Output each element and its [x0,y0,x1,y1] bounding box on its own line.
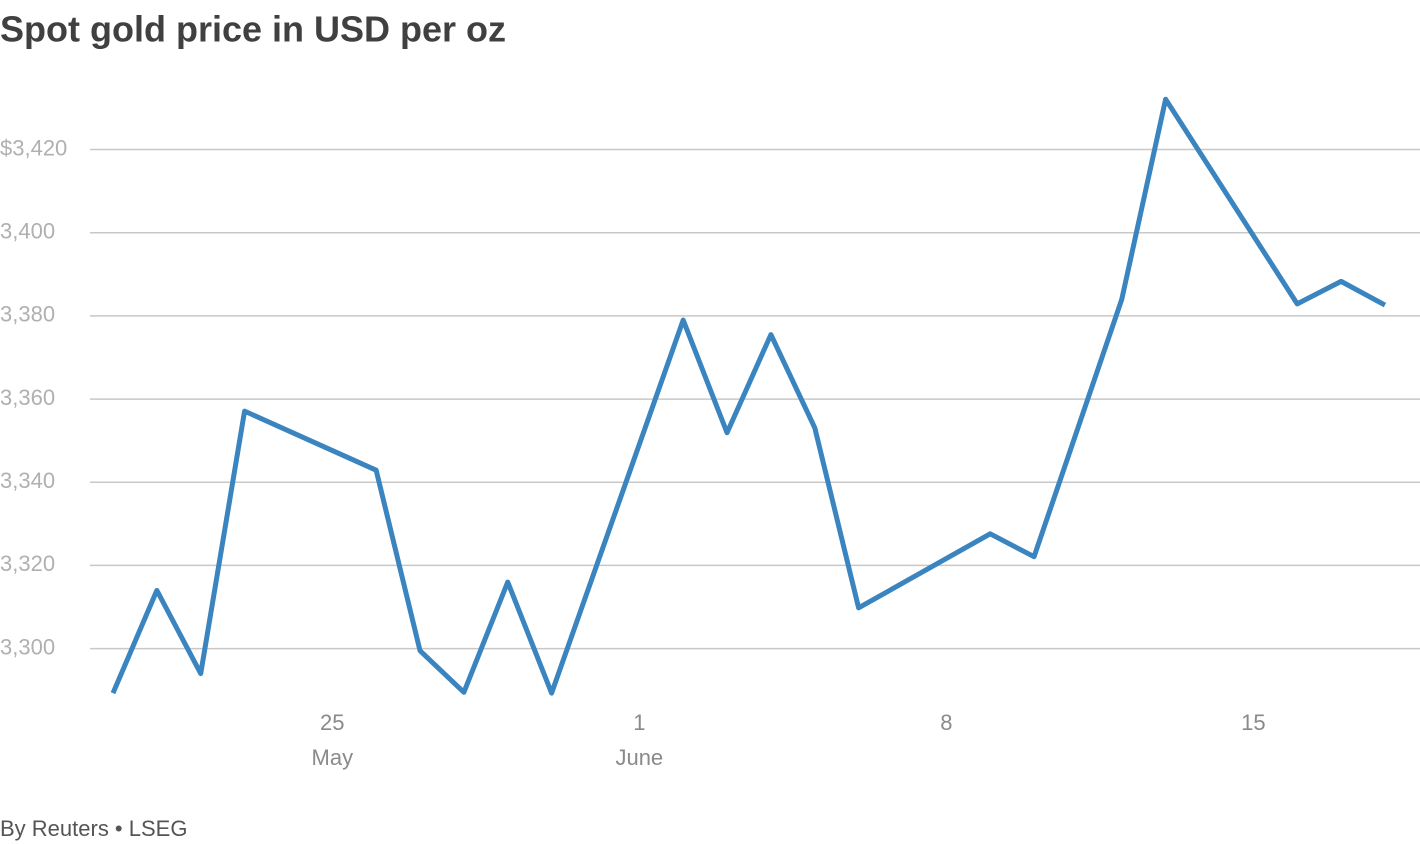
y-tick-label: 3,400 [0,219,55,244]
chart-title: Spot gold price in USD per oz [0,9,506,50]
x-tick-label: 15 [1241,710,1265,735]
source: By Reuters • LSEG [0,816,187,841]
price-line [110,96,1387,696]
x-month-label: May [312,745,354,770]
y-tick-label: 3,300 [0,634,55,659]
x-month-label: June [615,745,663,770]
y-tick-label: 3,320 [0,551,55,576]
y-tick-label: 3,360 [0,385,55,410]
x-tick-label: 1 [633,710,645,735]
x-tick-label: 25 [320,710,344,735]
y-tick-label: 3,380 [0,302,55,327]
y-tick-label: 3,340 [0,468,55,493]
x-tick-label: 8 [940,710,952,735]
y-tick-label: $3,420 [0,135,67,160]
